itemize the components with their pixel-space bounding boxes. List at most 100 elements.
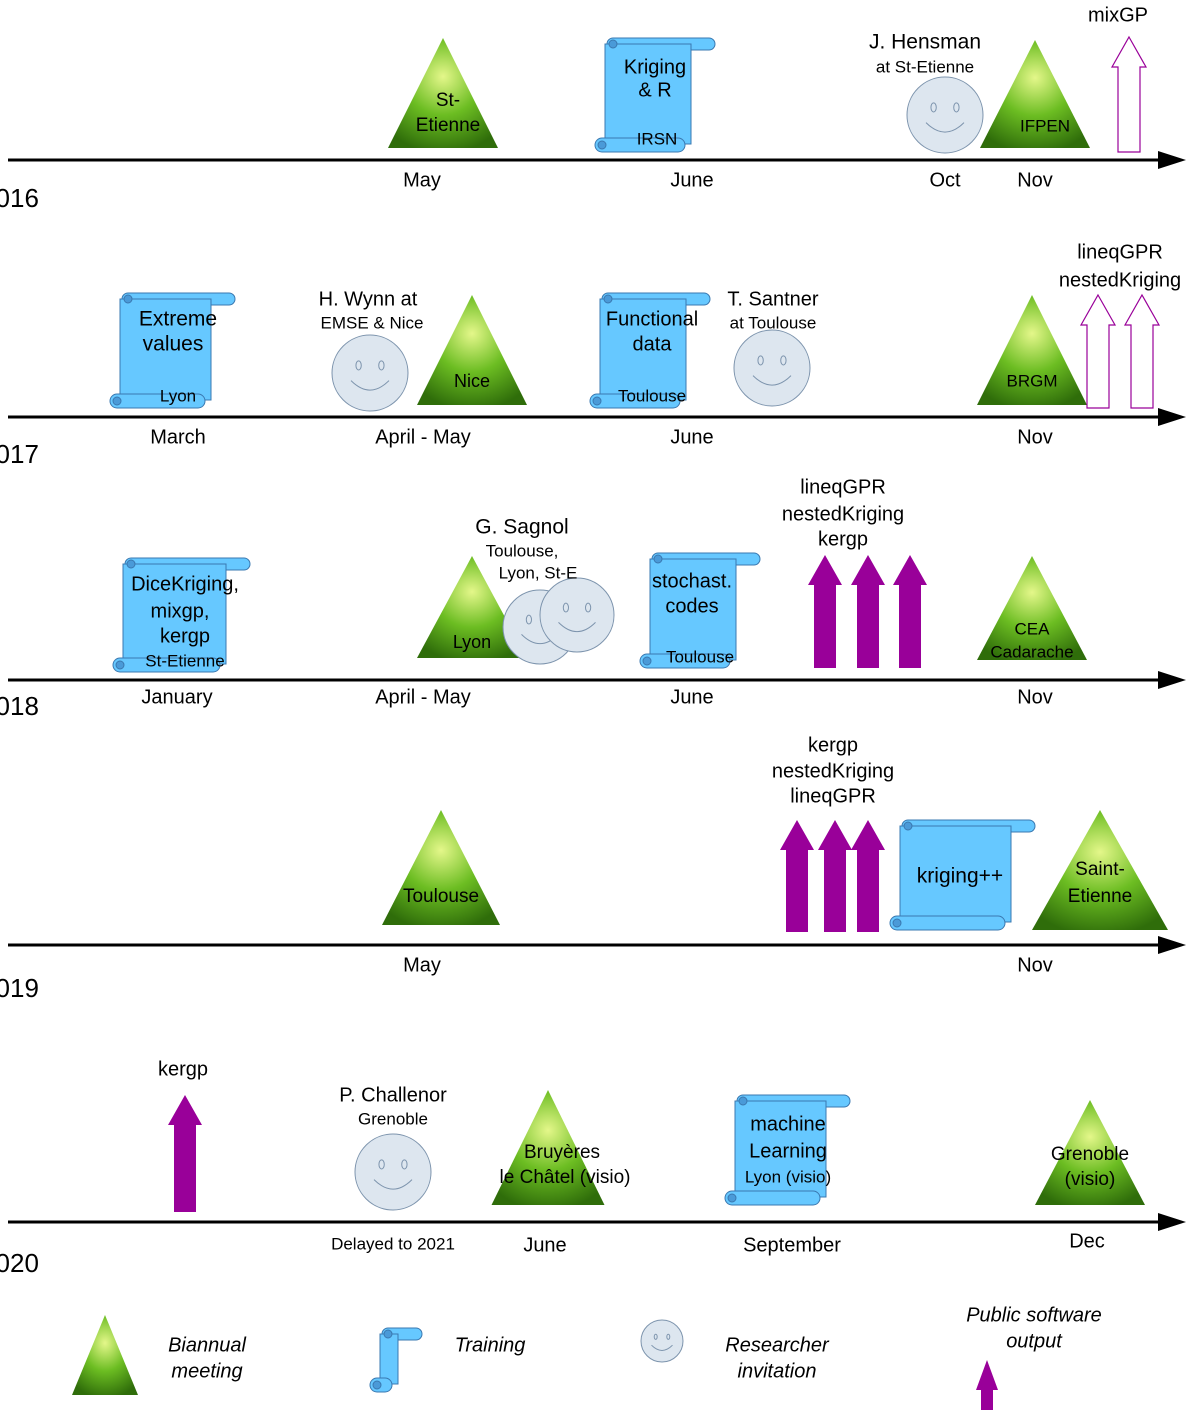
axis-arrowhead bbox=[1158, 408, 1186, 426]
meeting-icon bbox=[417, 556, 527, 658]
event-label: nestedKriging bbox=[1059, 269, 1181, 291]
face bbox=[733, 329, 811, 407]
training-icon bbox=[369, 1327, 423, 1393]
year-label: 2017 bbox=[0, 439, 39, 469]
legend-label: Researcher bbox=[725, 1334, 830, 1356]
software-arrow bbox=[818, 820, 852, 932]
scroll-curl bbox=[372, 1380, 382, 1390]
month-label: January bbox=[141, 686, 212, 708]
event-label: Toulouse bbox=[666, 647, 734, 666]
event-label: lineqGPR bbox=[800, 476, 886, 498]
scroll-body bbox=[899, 825, 1012, 923]
event-label: at Toulouse bbox=[730, 313, 817, 332]
scroll-curl bbox=[603, 294, 613, 304]
event-label: mixGP bbox=[1088, 4, 1148, 26]
training-icon bbox=[639, 552, 761, 669]
event-label: Toulouse, bbox=[486, 541, 559, 560]
event-label: Toulouse bbox=[403, 886, 479, 907]
event-label: kergp bbox=[158, 1058, 208, 1080]
software-arrow bbox=[851, 555, 885, 668]
event-label: kergp bbox=[808, 734, 858, 756]
meeting-icon bbox=[977, 295, 1087, 405]
month-label: April - May bbox=[375, 426, 471, 448]
year-label: 2016 bbox=[0, 183, 39, 213]
eye bbox=[780, 355, 787, 366]
event-label: values bbox=[143, 333, 204, 356]
event-label: J. Hensman bbox=[869, 31, 981, 54]
software-arrow bbox=[808, 555, 842, 668]
axis-arrowhead bbox=[1158, 1213, 1186, 1231]
legend-label: Public software bbox=[966, 1304, 1102, 1326]
scroll-curl bbox=[126, 559, 136, 569]
event-label: & R bbox=[638, 79, 671, 101]
scroll-curl bbox=[383, 1329, 393, 1339]
invitation-icon bbox=[640, 1319, 684, 1363]
event-label: Lyon (visio) bbox=[745, 1167, 831, 1186]
training-icon bbox=[589, 292, 711, 409]
software-arrow bbox=[1079, 293, 1117, 409]
meeting-icon bbox=[1035, 1100, 1145, 1205]
event-label: Cadarache bbox=[990, 642, 1073, 661]
invitation-icon bbox=[354, 1133, 432, 1211]
software-arrow bbox=[1110, 35, 1148, 153]
meeting-icon bbox=[491, 1090, 605, 1205]
scroll-curl bbox=[608, 39, 618, 49]
event-label: kergp bbox=[818, 528, 868, 550]
event-label: nestedKriging bbox=[782, 503, 904, 525]
event-label: lineqGPR bbox=[1077, 241, 1163, 263]
event-label: P. Challenor bbox=[339, 1084, 447, 1106]
month-label: June bbox=[523, 1234, 566, 1256]
event-label: Etienne bbox=[1068, 886, 1132, 907]
event-label: EMSE & Nice bbox=[321, 313, 424, 332]
training-icon bbox=[724, 1094, 851, 1206]
legend-label: Training bbox=[455, 1334, 526, 1356]
year-label: 2020 bbox=[0, 1248, 39, 1278]
event-label: Kriging bbox=[624, 56, 686, 78]
scroll-curl bbox=[727, 1193, 737, 1203]
eye bbox=[401, 1159, 408, 1170]
smile bbox=[558, 622, 596, 633]
scroll-curl bbox=[738, 1096, 748, 1106]
event-label: St- bbox=[436, 90, 460, 111]
legend-label: output bbox=[1006, 1330, 1063, 1352]
invitation-icon bbox=[906, 76, 984, 154]
smile bbox=[651, 1344, 673, 1351]
smile bbox=[373, 1179, 413, 1190]
face bbox=[354, 1133, 432, 1211]
event-label: Lyon bbox=[453, 632, 491, 652]
event-label: BRGM bbox=[1007, 371, 1058, 390]
event-label: codes bbox=[665, 595, 718, 617]
training-icon bbox=[594, 37, 716, 153]
scroll-curl bbox=[642, 656, 652, 666]
scroll-curl bbox=[597, 140, 607, 150]
eye bbox=[562, 602, 569, 613]
scroll-bottom bbox=[889, 915, 1006, 931]
legend-label: Biannual bbox=[168, 1334, 246, 1356]
eye bbox=[953, 102, 960, 113]
eye bbox=[930, 102, 937, 113]
event-label: kergp bbox=[160, 625, 210, 647]
invitation-icon bbox=[331, 334, 409, 412]
month-label: Oct bbox=[929, 169, 961, 191]
event-label: at St-Etienne bbox=[876, 57, 974, 76]
event-label: (visio) bbox=[1065, 1169, 1116, 1190]
smile bbox=[925, 122, 965, 133]
event-label: data bbox=[633, 333, 673, 355]
scroll-bottom bbox=[724, 1190, 821, 1206]
meeting-icon bbox=[977, 556, 1087, 660]
event-label: T. Santner bbox=[727, 288, 819, 310]
event-label: Grenoble bbox=[1051, 1144, 1129, 1165]
scroll-body bbox=[119, 298, 212, 401]
eye bbox=[378, 360, 385, 371]
event-label: G. Sagnol bbox=[475, 516, 568, 539]
software-arrow bbox=[168, 1095, 202, 1212]
month-label: June bbox=[670, 426, 713, 448]
event-label: Nice bbox=[454, 371, 490, 391]
event-label: kriging++ bbox=[917, 865, 1003, 888]
scroll-curl bbox=[892, 918, 902, 928]
event-label: Extreme bbox=[139, 308, 217, 331]
meeting-icon bbox=[72, 1315, 138, 1395]
smile bbox=[350, 380, 390, 391]
month-label: June bbox=[670, 169, 713, 191]
year-label: 2019 bbox=[0, 973, 39, 1003]
